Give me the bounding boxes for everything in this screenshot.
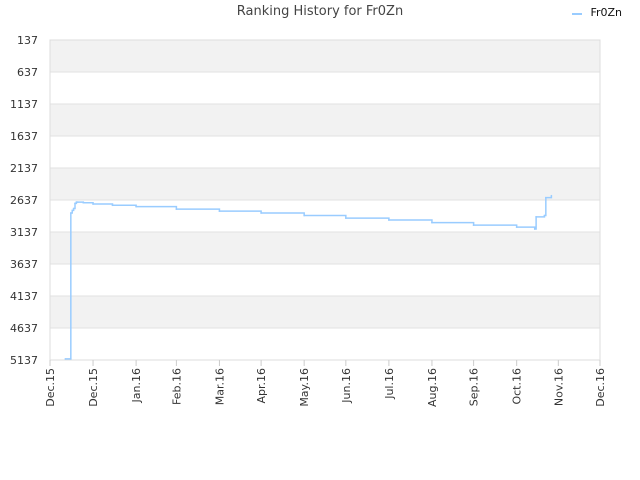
data-point	[135, 205, 137, 208]
y-tick-label: 137	[17, 34, 38, 47]
x-tick-label: Feb.16	[170, 368, 183, 405]
x-tick-label: Oct.16	[511, 368, 524, 405]
data-point	[388, 219, 390, 221]
x-tick-label: Apr.16	[255, 368, 268, 404]
data-point	[533, 228, 536, 230]
data-point	[92, 203, 94, 205]
x-tick-label: Mar.16	[213, 368, 226, 405]
y-tick-label: 2637	[10, 194, 38, 207]
y-tick-label: 1637	[10, 130, 38, 143]
legend[interactable]: Fr0Zn	[572, 6, 622, 19]
data-point	[175, 208, 178, 210]
x-tick-label: Jan.16	[130, 368, 143, 403]
data-point	[260, 212, 262, 214]
data-point	[76, 201, 79, 203]
y-tick-label: 2137	[10, 162, 38, 175]
plot-frame	[49, 39, 601, 361]
plot-band	[50, 104, 600, 136]
y-tick-label: 3137	[10, 226, 38, 239]
x-tick-label: Nov.16	[552, 368, 565, 406]
data-point	[74, 202, 76, 205]
plot-band	[50, 168, 600, 200]
plot-bands	[50, 40, 600, 328]
data-point	[64, 358, 67, 360]
x-tick-label: Dec.15	[87, 368, 100, 407]
x-tick-label: Jul.16	[383, 368, 396, 400]
x-tick-label: Aug.16	[426, 368, 439, 407]
data-point	[70, 212, 72, 214]
chart-title: Ranking History for Fr0Zn	[236, 4, 404, 19]
y-tick-label: 4137	[10, 290, 38, 303]
plot-band	[50, 40, 600, 72]
plot-band	[50, 296, 600, 328]
y-tick-label: 3637	[10, 258, 38, 271]
data-point	[543, 214, 546, 217]
x-tick-label: May.16	[298, 368, 311, 407]
series-layer	[64, 194, 553, 360]
data-point	[550, 194, 553, 197]
x-tick-label: Dec.15	[44, 368, 57, 407]
x-tick-label: Jun.16	[340, 368, 353, 404]
data-point	[72, 207, 75, 210]
data-point	[70, 358, 72, 360]
data-point	[545, 196, 547, 199]
data-point	[218, 210, 221, 212]
data-point	[431, 221, 433, 224]
x-tick-label: Dec.16	[594, 368, 607, 407]
x-axis: Dec.15 Dec.15 Jan.16 Feb.16 Mar.16 Apr.16 May.…	[44, 360, 607, 407]
y-tick-label: 637	[17, 66, 38, 79]
x-tick-label: Sep.16	[468, 368, 481, 406]
data-point	[472, 224, 475, 226]
data-point	[535, 216, 537, 218]
data-point	[71, 209, 74, 212]
series-line	[65, 195, 553, 360]
legend-label: Fr0Zn	[590, 6, 622, 19]
data-point	[75, 201, 78, 203]
data-point	[82, 201, 85, 204]
data-point	[111, 204, 114, 207]
data-point	[345, 217, 347, 219]
y-axis: 137 637 1137 1637 2137 2637 3137 3637 4137 4637 51…	[10, 34, 38, 367]
data-point	[303, 214, 305, 217]
data-point	[515, 226, 518, 228]
y-tick-label: 5137	[10, 354, 38, 367]
plot-band	[50, 232, 600, 264]
y-tick-label: 4637	[10, 322, 38, 335]
legend-swatch	[572, 12, 583, 15]
y-tick-label: 1137	[10, 98, 38, 111]
